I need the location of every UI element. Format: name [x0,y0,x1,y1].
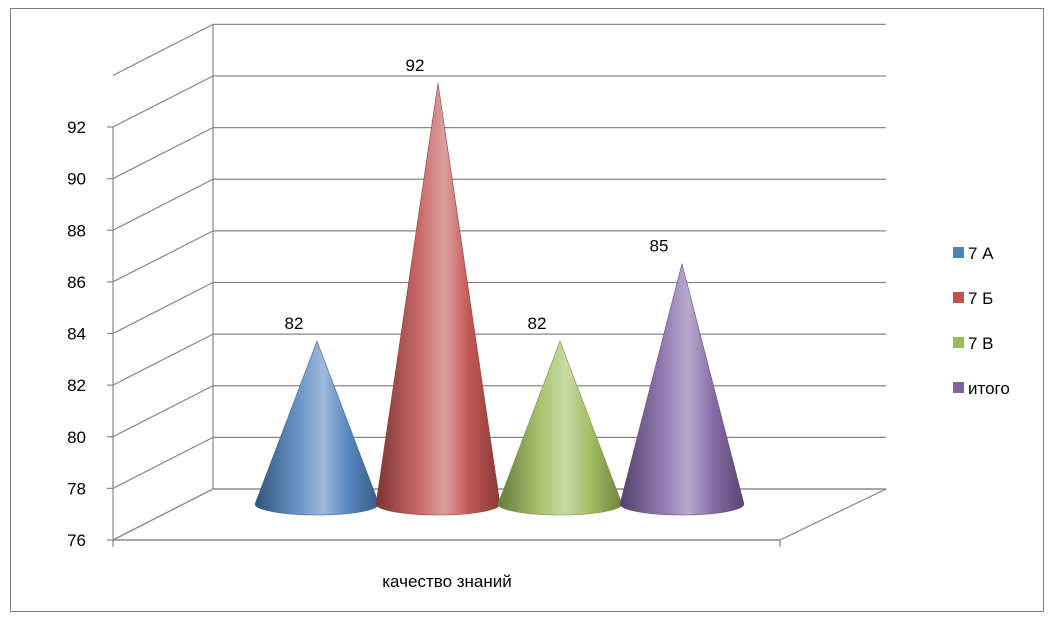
x-category-label: качество знаний [382,572,512,591]
gridline-side [112,230,214,283]
gridline-side [112,385,214,438]
legend-label: 7 Б [968,289,993,308]
data-label: 85 [650,237,669,256]
data-label: 82 [528,314,547,333]
chart-walls [112,488,887,541]
legend-label: 7 А [968,244,994,263]
y-tick-label: 90 [67,170,86,189]
y-tick-labels: 76 78 80 82 84 86 88 90 92 [67,118,86,550]
cone-body [254,340,380,516]
legend-swatch [953,247,964,258]
data-label: 92 [406,56,425,75]
legend-swatch [953,382,964,393]
cone-body [497,340,623,516]
gridline-side [112,281,214,335]
y-tick-label: 78 [67,479,86,498]
data-label: 82 [285,314,304,333]
gridlines [112,23,886,541]
y-tick-label: 76 [67,531,86,550]
y-tick-label: 92 [67,118,86,137]
gridline-side [112,488,214,541]
gridline-side [112,333,214,386]
axes [107,126,781,547]
y-tick-label: 88 [67,221,86,240]
cone-3 [497,340,623,516]
data-labels: 82 92 82 85 [285,56,669,333]
legend-swatch [953,292,964,303]
y-tick-label: 82 [67,376,86,395]
gridline-side [112,127,214,180]
legend-label: 7 В [968,334,994,353]
gridline-side [112,23,214,76]
cone-1 [254,340,380,516]
cones [254,82,745,516]
floor [112,488,887,541]
cone-body [375,82,501,516]
y-tick-label: 86 [67,273,86,292]
gridline-side [112,75,214,128]
y-tick-label: 84 [67,325,86,344]
legend: 7 А 7 Б 7 В итого [953,244,1010,398]
legend-label: итого [968,379,1010,398]
gridline-side [112,178,214,231]
y-tick-label: 80 [67,428,86,447]
cone-4 [619,263,745,516]
cone-2 [375,82,501,516]
cone-body [619,263,745,516]
legend-swatch [953,337,964,348]
gridline-side [112,436,214,489]
